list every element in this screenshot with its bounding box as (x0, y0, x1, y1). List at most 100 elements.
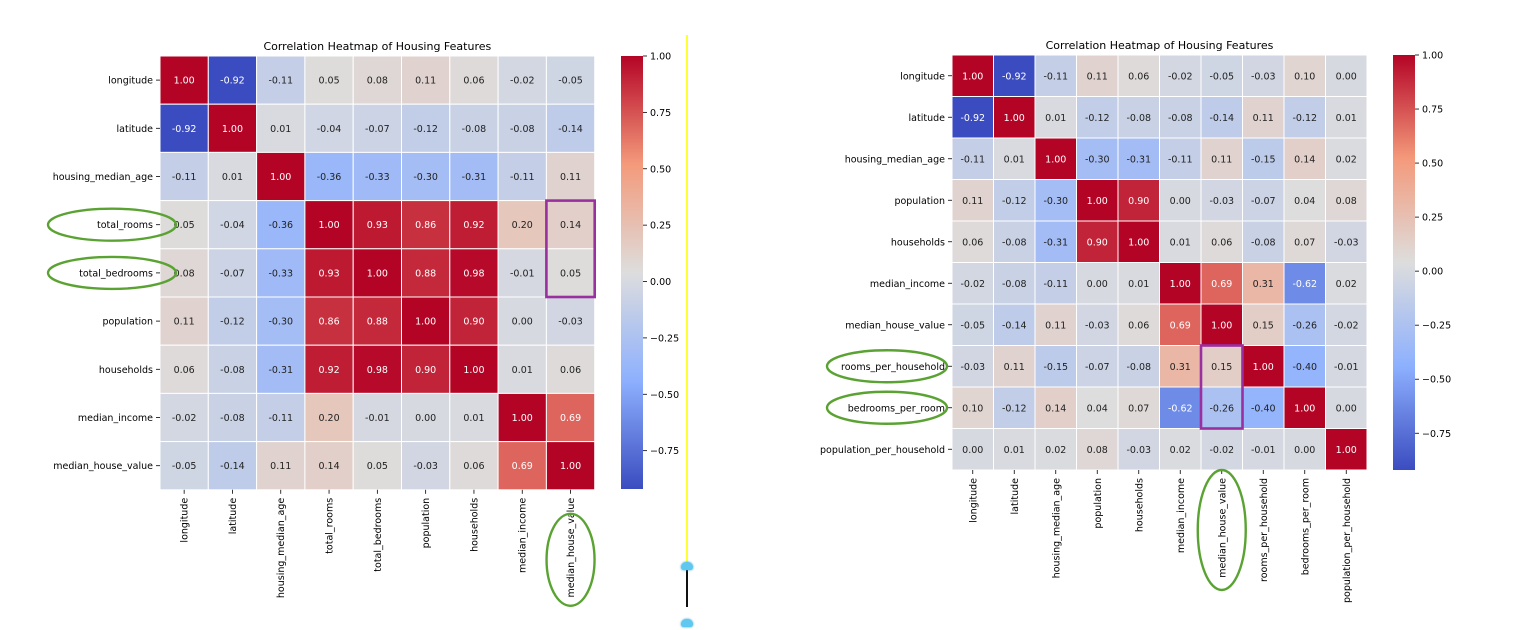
cell-value-label: -0.08 (1002, 237, 1027, 248)
heatmap-cell (449, 392, 499, 443)
heatmap-cell (1325, 386, 1368, 429)
y-tick-label: bedrooms_per_room (848, 403, 945, 414)
cell-value-label: -0.07 (1251, 196, 1276, 207)
cell-value-label: 0.01 (222, 172, 243, 183)
chart-title: Correlation Heatmap of Housing Features (263, 40, 491, 53)
y-tick-label: population (894, 196, 945, 207)
cell-value-label: 0.05 (560, 268, 581, 279)
cell-value-label: -0.12 (1292, 113, 1317, 124)
y-tick-label: longitude (900, 71, 945, 82)
cell-value-label: 0.06 (560, 365, 581, 376)
heatmap-cell (993, 428, 1036, 471)
y-tick-label: median_house_value (53, 461, 153, 472)
x-tick-label: population (421, 498, 432, 549)
cell-value-label: -0.02 (1334, 320, 1359, 331)
y-tick-label: median_income (78, 413, 153, 424)
heatmap-cell (1076, 428, 1119, 471)
cell-value-label: 0.86 (318, 317, 339, 328)
cell-value-label: -0.40 (1251, 403, 1276, 414)
cell-value-label: -0.08 (220, 365, 245, 376)
heatmap-cell (207, 441, 258, 491)
heatmap-cell (951, 386, 994, 429)
cell-value-label: 0.01 (1004, 154, 1025, 165)
cell-value-label: -0.92 (220, 76, 245, 87)
cell-value-label: -0.08 (1126, 113, 1151, 124)
cell-value-label: 0.00 (1336, 403, 1357, 414)
split-divider-lower-segment[interactable] (686, 567, 688, 607)
heatmap-cell (1159, 179, 1202, 222)
cell-value-label: 0.06 (962, 237, 983, 248)
split-divider-line[interactable] (686, 35, 688, 567)
cell-value-label: -0.05 (558, 76, 583, 87)
cell-value-label: 0.02 (1170, 445, 1191, 456)
cell-value-label: 0.14 (318, 461, 339, 472)
cell-value-label: 1.00 (463, 365, 484, 376)
cell-value-label: -0.04 (317, 124, 342, 135)
colorbar-tick-label: 1.00 (650, 52, 671, 63)
heatmap-cell (497, 55, 547, 105)
cell-value-label: -0.02 (172, 413, 197, 424)
cell-value-label: -0.04 (220, 220, 245, 231)
cell-value-label: -0.14 (1209, 113, 1234, 124)
row-highlight-ellipse (46, 255, 178, 291)
cell-value-label: -0.12 (413, 124, 438, 135)
heatmap-cell (449, 248, 499, 298)
heatmap-cell (1159, 428, 1202, 471)
heatmap-cell (449, 103, 499, 153)
cell-value-label: 0.69 (560, 413, 581, 424)
heatmap-cell (497, 103, 547, 153)
heatmap-cell (545, 103, 596, 153)
heatmap-cell (304, 441, 354, 491)
heatmap-cell (1242, 386, 1285, 429)
x-tick-label: latitude (1010, 478, 1021, 515)
cell-value-label: 0.90 (463, 317, 484, 328)
heatmap-cell (1283, 137, 1326, 180)
row-highlight-ellipse (825, 390, 949, 425)
cell-value-label: -0.01 (1251, 445, 1276, 456)
cell-value-label: 0.15 (1211, 362, 1232, 373)
cell-value-label: 0.14 (1294, 154, 1315, 165)
cell-value-label: -0.31 (462, 172, 487, 183)
heatmap-cell (545, 441, 596, 491)
cell-value-label: 0.00 (1087, 279, 1108, 290)
cell-value-label: -0.03 (1251, 71, 1276, 82)
cell-value-label: -0.31 (1126, 154, 1151, 165)
y-tick-label: population (102, 317, 153, 328)
split-handle-bottom-icon[interactable] (681, 619, 693, 627)
heatmap-cell (1159, 220, 1202, 263)
cell-value-label: -0.62 (1168, 403, 1193, 414)
heatmap-cell (1076, 179, 1119, 222)
heatmap-cell (951, 428, 994, 471)
cell-value-label: 0.88 (367, 317, 388, 328)
cell-value-label: 0.05 (367, 461, 388, 472)
cell-value-label: 0.20 (318, 413, 339, 424)
cell-value-label: -0.11 (510, 172, 535, 183)
cell-value-label: -0.01 (365, 413, 390, 424)
cell-value-label: 0.98 (463, 268, 484, 279)
heatmap-cell (1076, 262, 1119, 305)
heatmap-cell (352, 103, 403, 153)
heatmap-cell (256, 103, 306, 153)
x-tick-label: latitude (228, 498, 239, 535)
cell-value-label: -0.15 (1043, 362, 1068, 373)
cell-value-label: -0.33 (365, 172, 390, 183)
cell-value-label: -0.26 (1209, 403, 1234, 414)
row-highlight-ellipse (46, 207, 178, 242)
cell-value-label: 0.00 (415, 413, 436, 424)
heatmap-cell (159, 55, 209, 105)
heatmap-cell (545, 200, 596, 250)
cell-value-label: -0.03 (558, 317, 583, 328)
heatmap-cell (1159, 303, 1202, 346)
cell-value-label: 0.10 (962, 403, 983, 414)
cell-value-label: 0.01 (270, 124, 291, 135)
heatmap-cell (1034, 96, 1077, 139)
colorbar-tick-label: 0.75 (650, 108, 671, 119)
heatmap-cell (1242, 262, 1285, 305)
heatmap-cell (256, 151, 306, 202)
cell-value-label: 0.93 (318, 268, 339, 279)
heatmap-cell (1117, 345, 1160, 388)
split-handle-top-icon[interactable] (681, 562, 693, 570)
cell-value-label: -0.30 (1043, 196, 1068, 207)
heatmap-cell (1159, 345, 1202, 388)
